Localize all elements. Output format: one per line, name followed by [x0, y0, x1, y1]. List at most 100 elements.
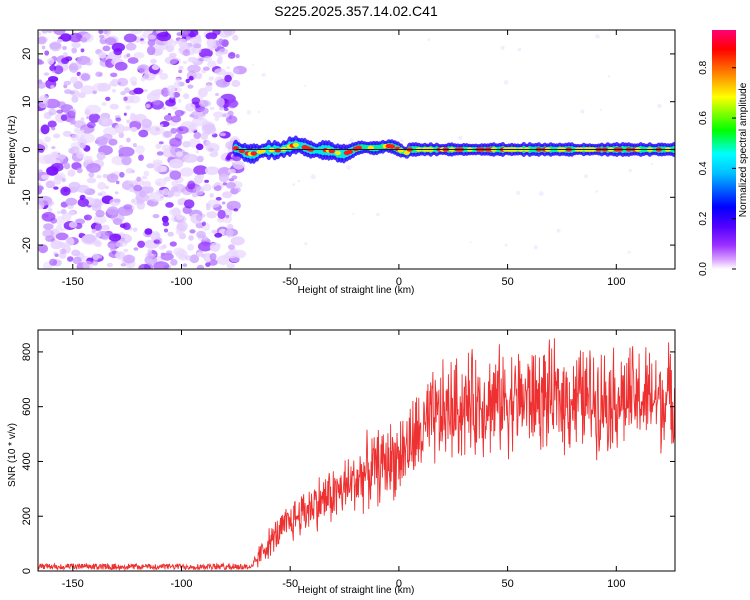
- noise-blob: [158, 141, 164, 145]
- noise-blob: [400, 139, 404, 143]
- noise-blob: [191, 191, 199, 198]
- noise-blob: [46, 30, 53, 34]
- noise-blob: [226, 263, 235, 269]
- noise-blob: [170, 94, 175, 99]
- noise-blob: [127, 57, 139, 64]
- noise-blob: [138, 154, 144, 161]
- noise-blob: [251, 63, 255, 66]
- noise-blob: [204, 179, 210, 183]
- noise-blob: [206, 38, 216, 47]
- spectrogram-ylabel: Frequency (Hz): [7, 116, 18, 185]
- snr-plot-area: [38, 330, 675, 571]
- noise-blob: [130, 126, 138, 133]
- noise-blob: [182, 49, 191, 57]
- noise-blob: [218, 173, 229, 183]
- x-tick-label: 100: [607, 578, 625, 590]
- noise-blob: [346, 165, 351, 170]
- noise-blob: [165, 202, 174, 208]
- figure-title: S225.2025.357.14.02.C41: [274, 3, 438, 19]
- x-tick-label: 100: [607, 276, 625, 288]
- noise-blob: [48, 111, 54, 116]
- noise-blob: [213, 185, 222, 192]
- noise-blob: [53, 30, 66, 36]
- noise-blob: [517, 47, 522, 52]
- noise-blob: [119, 171, 125, 178]
- noise-blob: [152, 159, 163, 166]
- noise-blob: [200, 133, 208, 140]
- noise-blob: [219, 132, 226, 137]
- noise-blob: [51, 126, 56, 131]
- noise-blob: [67, 169, 76, 177]
- noise-blob: [83, 214, 92, 221]
- signal-peak: [346, 149, 353, 154]
- noise-blob: [95, 71, 103, 77]
- noise-blob: [223, 30, 236, 36]
- noise-blob: [146, 45, 156, 56]
- noise-blob: [65, 237, 75, 247]
- noise-blob: [94, 240, 100, 245]
- noise-blob: [114, 61, 128, 71]
- noise-blob: [234, 187, 241, 193]
- noise-blob: [38, 58, 43, 65]
- noise-blob: [88, 113, 101, 123]
- noise-blob: [85, 104, 102, 115]
- noise-blob: [145, 103, 151, 109]
- noise-blob: [86, 62, 92, 66]
- noise-blob: [198, 99, 211, 108]
- noise-blob: [201, 221, 206, 227]
- noise-blob: [87, 121, 96, 129]
- noise-blob: [216, 97, 225, 107]
- noise-blob: [224, 107, 229, 111]
- noise-blob: [92, 253, 100, 261]
- colorbar-tick-label: 0.4: [698, 161, 709, 175]
- noise-blob: [125, 42, 137, 51]
- noise-blob: [225, 214, 230, 219]
- noise-blob: [215, 51, 223, 57]
- noise-blob: [211, 229, 217, 234]
- noise-blob: [164, 228, 168, 233]
- noise-blob: [51, 151, 61, 158]
- noise-blob: [61, 212, 72, 222]
- noise-blob: [97, 117, 109, 126]
- noise-blob: [68, 32, 83, 43]
- noise-blob: [117, 233, 132, 244]
- noise-blob: [133, 52, 145, 59]
- noise-blob: [103, 126, 118, 136]
- noise-blob: [168, 208, 182, 217]
- noise-blob: [97, 192, 102, 196]
- noise-blob: [142, 180, 152, 188]
- signal-peak: [355, 145, 362, 150]
- noise-blob: [45, 180, 56, 189]
- noise-blob: [106, 262, 113, 268]
- noise-blob: [115, 251, 126, 260]
- noise-blob: [193, 165, 208, 176]
- noise-blob: [38, 36, 47, 45]
- noise-blob: [80, 129, 85, 133]
- noise-blob: [48, 207, 53, 213]
- noise-blob: [38, 81, 46, 89]
- noise-blob: [201, 124, 216, 134]
- noise-blob: [538, 191, 544, 197]
- noise-blob: [102, 45, 111, 52]
- noise-blob: [143, 170, 150, 177]
- noise-blob: [202, 66, 210, 71]
- noise-blob: [86, 163, 101, 173]
- noise-blob: [176, 221, 188, 232]
- noise-blob: [43, 72, 50, 76]
- signal-peak: [397, 148, 404, 153]
- noise-blob: [107, 243, 116, 249]
- noise-blob: [167, 231, 174, 237]
- noise-blob: [92, 90, 97, 95]
- noise-blob: [93, 214, 107, 225]
- noise-blob: [61, 177, 66, 183]
- noise-blob: [67, 256, 74, 262]
- noise-blob: [71, 42, 81, 48]
- noise-blob: [196, 230, 206, 239]
- snr-xlabel: Height of straight line (km): [298, 585, 415, 596]
- noise-blob: [78, 232, 84, 237]
- noise-blob: [114, 123, 125, 134]
- noise-blob: [133, 87, 144, 95]
- noise-blob: [226, 200, 241, 211]
